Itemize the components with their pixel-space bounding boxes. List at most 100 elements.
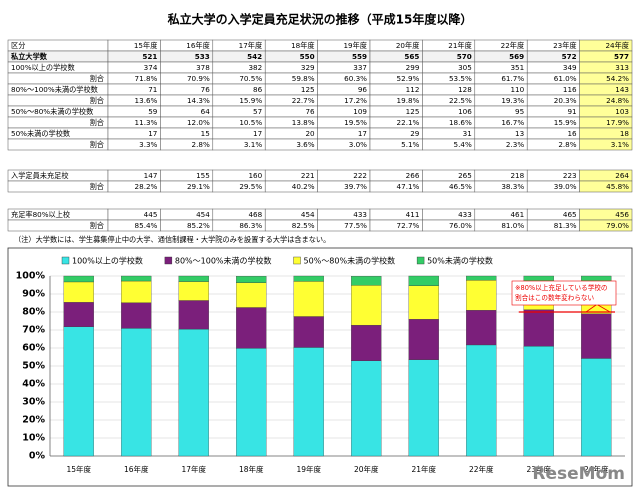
table-value: 85.4% — [135, 221, 158, 230]
table-value: 2.8% — [192, 140, 210, 149]
bar-segment — [293, 347, 324, 457]
x-tick-label: 24年度 — [584, 464, 609, 474]
table-value: 22.1% — [397, 118, 420, 127]
x-tick-label: 20年度 — [354, 464, 379, 474]
table-value: 16 — [567, 129, 577, 138]
bar-segment — [293, 316, 324, 348]
table-value: 2.8% — [558, 140, 576, 149]
table-value: 61.7% — [501, 74, 524, 83]
row-label: 50%未満の学校数 — [11, 129, 70, 138]
table-value: 382 — [248, 63, 262, 72]
table-value: 5.4% — [454, 140, 472, 149]
table-value: 3.6% — [296, 140, 314, 149]
table-value: 17.2% — [344, 96, 367, 105]
table-value: 22年度 — [501, 41, 525, 50]
table-value: 570 — [457, 52, 472, 61]
table-value: 542 — [247, 52, 262, 61]
bar-segment — [408, 275, 439, 286]
bar-segment — [466, 310, 497, 346]
y-tick-label: 10% — [22, 433, 45, 444]
table-value: 13.6% — [135, 96, 158, 105]
y-tick-label: 20% — [22, 415, 45, 426]
table-value: 22.7% — [292, 96, 315, 105]
table-value: 72.7% — [397, 221, 420, 230]
bar-segment — [178, 281, 209, 301]
annotation-arrow — [585, 304, 597, 313]
row-label: 区分 — [11, 41, 25, 50]
table-value: 29.1% — [187, 182, 210, 191]
table-value: 17.9% — [606, 118, 629, 127]
legend-swatch — [293, 256, 301, 265]
annotation: 割合はこの数年変わらない — [515, 293, 595, 302]
table-value: 14.3% — [187, 96, 210, 105]
row-label: 入学定員未充足校 — [11, 171, 69, 180]
table-value: 95 — [515, 107, 524, 116]
bar-segment — [581, 313, 612, 359]
table-value: 57 — [253, 107, 262, 116]
bar-segment — [63, 275, 94, 283]
bar-segment — [293, 275, 324, 282]
table-value: 18.6% — [449, 118, 472, 127]
table-value: 28.2% — [135, 182, 158, 191]
bar-segment — [466, 279, 497, 311]
table-value: 85.2% — [187, 221, 210, 230]
table-value: 329 — [301, 63, 315, 72]
table-value: 19.8% — [397, 96, 420, 105]
table-value: 15.9% — [554, 118, 577, 127]
table-value: 40.2% — [292, 182, 315, 191]
row-label: 割合 — [90, 182, 104, 191]
table-value: 70.5% — [239, 74, 262, 83]
table-value: 64 — [201, 107, 211, 116]
legend-label: 50%未満の学校数 — [427, 256, 493, 266]
annotation-arrow — [597, 304, 611, 313]
table-value: 565 — [404, 52, 419, 61]
table-value: 24.8% — [606, 96, 629, 105]
bar-segment — [236, 282, 267, 308]
bar-segment — [351, 324, 382, 361]
table-value: 374 — [144, 63, 158, 72]
table-value: 17 — [358, 129, 367, 138]
bar-segment — [236, 276, 267, 283]
table-value: 20 — [305, 129, 315, 138]
x-tick-label: 15年度 — [66, 464, 91, 474]
bar-segment — [63, 326, 94, 457]
table-value: 76 — [201, 85, 211, 94]
table-value: 16年度 — [186, 41, 210, 50]
y-tick-label: 30% — [22, 397, 45, 408]
table-value: 125 — [301, 85, 315, 94]
table-cell — [579, 138, 633, 151]
table-value: 17年度 — [239, 41, 263, 50]
table-value: 13.8% — [292, 118, 315, 127]
table-value: 218 — [510, 171, 524, 180]
table-value: 15年度 — [134, 41, 158, 50]
bar-segment — [121, 302, 152, 329]
legend-label: 50%～80%未満の学校数 — [304, 256, 396, 266]
table-cell — [579, 219, 633, 232]
table-value: 19年度 — [343, 41, 367, 50]
table-value: 82.5% — [292, 221, 315, 230]
table-value: 11.3% — [135, 118, 158, 127]
table-value: 411 — [406, 210, 420, 219]
table-value: 76.0% — [449, 221, 472, 230]
bar-segment — [466, 344, 497, 457]
table-value: 70.9% — [187, 74, 210, 83]
legend-swatch — [164, 256, 173, 265]
bar-segment — [121, 275, 152, 282]
table-value: 116 — [563, 85, 577, 94]
row-label: 割合 — [90, 118, 104, 127]
table-value: 143 — [615, 85, 629, 94]
table-value: 15 — [201, 129, 210, 138]
table-value: 60.3% — [344, 74, 367, 83]
table-cell — [579, 180, 633, 193]
table-value: 22.5% — [449, 96, 472, 105]
table-value: 86 — [253, 85, 263, 94]
table-value: 349 — [563, 63, 577, 72]
table-value: 20.3% — [554, 96, 577, 105]
table-value: 5.1% — [401, 140, 419, 149]
row-label: 割合 — [90, 140, 104, 149]
table-value: 76 — [305, 107, 315, 116]
table-value: 71 — [148, 85, 157, 94]
table-value: 19.5% — [344, 118, 367, 127]
note: （注）大学数には、学生募集停止中の大学、通信制課程・大学院のみを設置する大学は含… — [14, 235, 330, 244]
